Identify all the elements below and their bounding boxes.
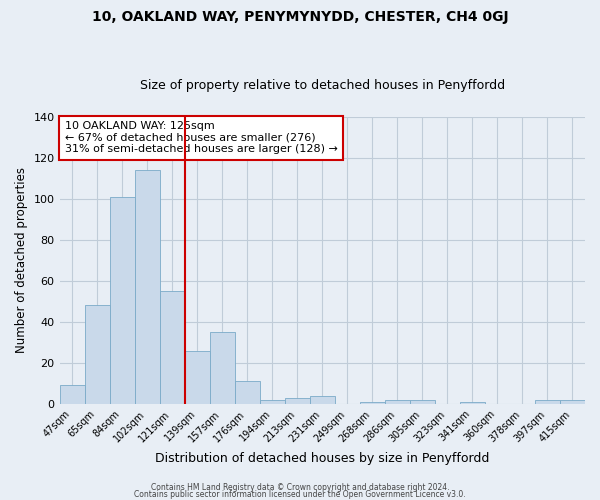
Bar <box>535 400 560 404</box>
Bar <box>160 291 185 404</box>
Text: 10, OAKLAND WAY, PENYMYNYDD, CHESTER, CH4 0GJ: 10, OAKLAND WAY, PENYMYNYDD, CHESTER, CH… <box>92 10 508 24</box>
Bar <box>110 197 134 404</box>
Title: Size of property relative to detached houses in Penyffordd: Size of property relative to detached ho… <box>140 79 505 92</box>
Bar <box>360 402 385 404</box>
Y-axis label: Number of detached properties: Number of detached properties <box>15 168 28 354</box>
Text: Contains public sector information licensed under the Open Government Licence v3: Contains public sector information licen… <box>134 490 466 499</box>
Bar <box>310 396 335 404</box>
X-axis label: Distribution of detached houses by size in Penyffordd: Distribution of detached houses by size … <box>155 452 490 465</box>
Bar <box>59 386 85 404</box>
Text: 10 OAKLAND WAY: 125sqm
← 67% of detached houses are smaller (276)
31% of semi-de: 10 OAKLAND WAY: 125sqm ← 67% of detached… <box>65 121 338 154</box>
Bar <box>185 350 209 404</box>
Bar <box>85 306 110 404</box>
Text: Contains HM Land Registry data © Crown copyright and database right 2024.: Contains HM Land Registry data © Crown c… <box>151 484 449 492</box>
Bar <box>260 400 285 404</box>
Bar <box>134 170 160 404</box>
Bar <box>460 402 485 404</box>
Bar <box>385 400 410 404</box>
Bar <box>235 382 260 404</box>
Bar <box>410 400 435 404</box>
Bar <box>560 400 585 404</box>
Bar <box>209 332 235 404</box>
Bar <box>285 398 310 404</box>
